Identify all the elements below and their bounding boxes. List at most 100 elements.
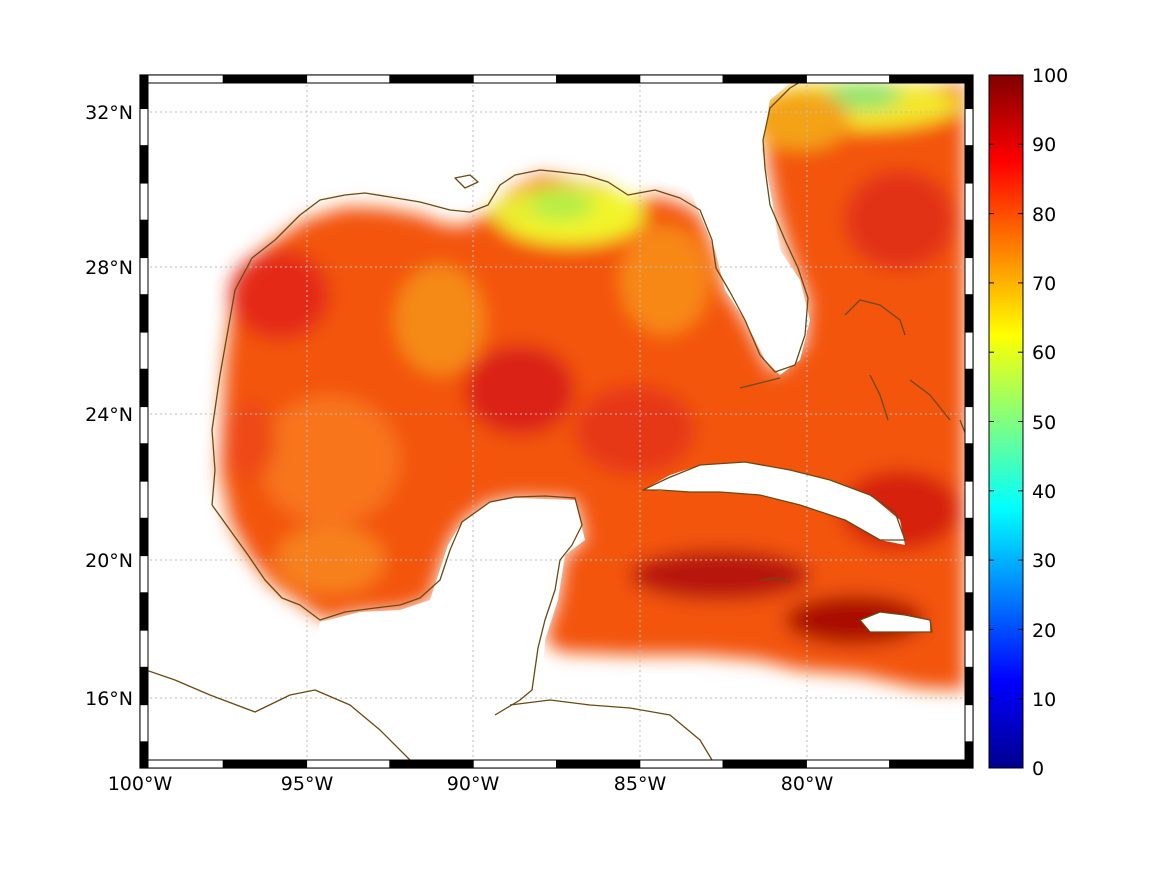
frame-bars [139, 74, 974, 769]
colorbar-tick-label: 70 [1032, 273, 1056, 295]
central-gulf-red [465, 345, 575, 435]
colorbar-tick-label: 0 [1032, 758, 1044, 780]
frame-segment [722, 759, 807, 769]
frame-segment [139, 759, 224, 769]
frame-segment [139, 219, 149, 259]
florida-land [660, 75, 810, 375]
lat-tick-labels: 32°N 28°N 24°N 20°N 16°N [85, 102, 133, 710]
frame-segment [964, 294, 974, 333]
frame-segment [964, 219, 974, 259]
lon-tick-labels: 100°W 95°W 90°W 85°W 80°W [108, 773, 834, 795]
frame-segment [306, 74, 391, 84]
frame-segment [139, 666, 149, 706]
frame-segment [964, 406, 974, 445]
frame-segment [964, 368, 974, 408]
colorbar-tick-label: 20 [1032, 620, 1056, 642]
frame-segment [805, 74, 891, 84]
frame-segment [964, 108, 974, 147]
lat-tick-label: 24°N [85, 404, 133, 426]
colorbar-tick-label: 50 [1032, 412, 1056, 434]
frame-segment [639, 759, 724, 769]
atl-green [822, 83, 902, 109]
gulf-field [220, 85, 965, 690]
frame-segment [964, 592, 974, 631]
colorbar-tick-label: 30 [1032, 550, 1056, 572]
colorbar: 100 90 80 70 60 50 40 30 20 10 0 [988, 65, 1068, 780]
coastline-central-america [140, 667, 421, 768]
yucatan-channel-red [575, 385, 695, 475]
frame-segment [139, 704, 149, 743]
lat-tick-label: 16°N [85, 688, 133, 710]
coastline-bahamas [844, 299, 969, 441]
atl-orange [750, 90, 850, 150]
frame-segment [964, 257, 974, 296]
west-gulf-red [230, 250, 330, 340]
coastline-keys [739, 377, 781, 389]
frame-segment [722, 74, 807, 84]
frame-segment [139, 74, 149, 110]
frame-segment [222, 759, 308, 769]
colorbar-tick-label: 60 [1032, 342, 1056, 364]
fl-shelf-orange [620, 225, 710, 335]
colorbar-gradient [988, 74, 1024, 769]
frame-segment [556, 759, 641, 769]
frame-segment [964, 555, 974, 594]
frame-segment [139, 741, 149, 769]
atl-red [845, 170, 955, 270]
frame-segment [964, 145, 974, 184]
frame-segment [964, 443, 974, 482]
frame-segment [139, 443, 149, 482]
lat-tick-label: 20°N [85, 550, 133, 572]
frame-segment [964, 480, 974, 519]
frame-segment [472, 759, 558, 769]
lon-tick-label: 100°W [108, 773, 173, 795]
frame-segment [964, 666, 974, 706]
coastline-hispaniola [859, 611, 933, 633]
frame-segment [964, 182, 974, 221]
frame-segment [139, 406, 149, 445]
swirl-orange [395, 265, 485, 375]
colorbar-tick-label: 40 [1032, 481, 1056, 503]
colorbar-tick-label: 90 [1032, 134, 1056, 156]
coastline-us-mexico [211, 75, 813, 506]
frame-segment [306, 759, 391, 769]
colorbar-ticks [989, 74, 1023, 769]
frame-segment [139, 480, 149, 519]
lon-tick-label: 90°W [447, 773, 500, 795]
coastline-mexico-south [211, 495, 583, 716]
coastline-lake-pontchartrain [454, 174, 479, 189]
coastline-jamaica [759, 577, 791, 583]
coastline-layer [140, 75, 969, 768]
frame-segment [222, 74, 308, 84]
frame-segment [639, 74, 724, 84]
west-gulf-orange [260, 395, 400, 525]
frame-segment [889, 74, 974, 84]
yucatan-land [140, 498, 585, 768]
frame-segment [964, 74, 974, 110]
colorbar-tick-label: 80 [1032, 204, 1056, 226]
frame-segment [139, 182, 149, 221]
frame-segment [964, 704, 974, 743]
colorbar-tick-label: 100 [1032, 65, 1068, 87]
frame-segment [389, 759, 474, 769]
frame-segment [805, 759, 891, 769]
frame-segment [139, 592, 149, 631]
neshelf-west-yellow [490, 198, 534, 226]
frame-segment [964, 629, 974, 668]
frame-segment [139, 74, 224, 84]
colorbar-tick-label: 10 [1032, 689, 1056, 711]
coastline-honduras [509, 699, 716, 766]
frame-segment [139, 517, 149, 557]
frame-segment [139, 257, 149, 296]
frame-segment [556, 74, 641, 84]
heatmap-field [220, 80, 965, 690]
cuba-land [643, 462, 905, 545]
coastline-cuba [642, 461, 906, 541]
frame-segment [139, 145, 149, 184]
frame-segment [139, 555, 149, 594]
map-frame [139, 74, 974, 769]
heatmap-layer [220, 80, 965, 690]
frame-segment [964, 741, 974, 769]
graticule [140, 75, 973, 768]
